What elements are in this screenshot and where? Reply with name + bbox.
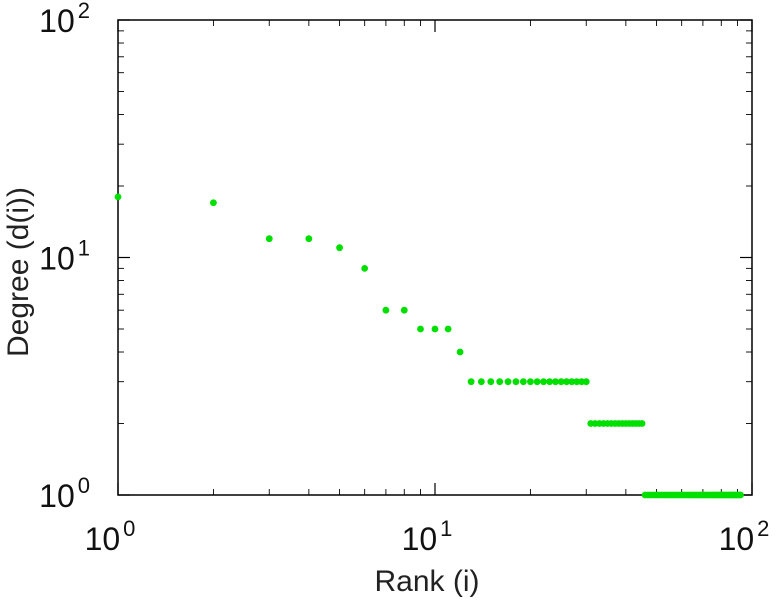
plot-frame — [117, 19, 753, 496]
data-point — [382, 306, 390, 314]
data-point — [361, 264, 369, 272]
data-point — [431, 325, 439, 333]
data-point — [210, 199, 217, 207]
data-points — [114, 193, 744, 499]
y-axis-label: Degree (d(i)) — [2, 187, 35, 357]
x-tick-label: 10 1 — [402, 516, 453, 557]
data-point — [336, 244, 343, 252]
data-point — [467, 378, 475, 386]
data-point — [417, 325, 424, 333]
data-point — [552, 378, 559, 386]
data-point — [638, 420, 646, 427]
data-point — [504, 378, 512, 386]
data-point — [114, 193, 122, 201]
data-point — [563, 378, 570, 386]
data-point — [573, 378, 581, 386]
data-point — [496, 378, 504, 386]
data-point — [477, 378, 485, 386]
data-point — [305, 235, 313, 243]
x-tick-label: 10 2 — [719, 516, 770, 557]
data-point — [737, 491, 744, 499]
data-point — [444, 325, 452, 333]
data-point — [519, 378, 527, 386]
data-point — [578, 378, 585, 386]
y-tick-label: 10 0 — [39, 473, 90, 514]
data-point — [265, 235, 273, 243]
data-point — [400, 306, 408, 314]
data-point — [540, 378, 547, 386]
data-point — [512, 378, 520, 386]
data-point — [546, 378, 554, 386]
data-point — [487, 378, 495, 386]
data-point — [557, 378, 565, 386]
x-axis-label: Rank (i) — [374, 565, 479, 598]
data-point — [527, 378, 534, 386]
data-point — [568, 378, 576, 386]
x-tick-label: 10 0 — [85, 516, 136, 557]
y-tick-label: 10 1 — [39, 236, 90, 277]
axes: 10 0 10 1 10 2 10 0 10 1 10 2 — [39, 0, 769, 557]
data-point — [533, 378, 541, 386]
data-point — [456, 348, 464, 356]
y-tick-label: 10 2 — [39, 0, 90, 39]
data-point — [582, 378, 590, 386]
